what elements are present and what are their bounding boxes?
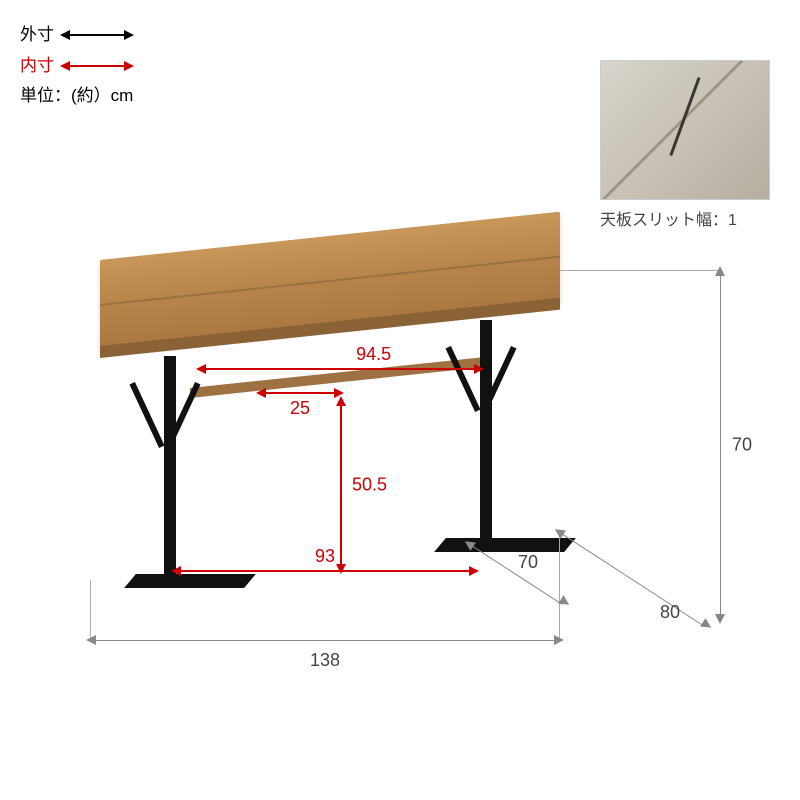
dim-value: 25 [290, 398, 310, 419]
dim-value: 70 [518, 552, 538, 573]
dim-outer-height: 70 [720, 270, 760, 620]
diagram: 138 80 70 70 94.5 25 [0, 0, 800, 800]
dim-inner-clear-height: 50.5 [340, 400, 390, 570]
dim-outer-width: 138 [90, 640, 560, 680]
dim-outer-depth: 80 [560, 532, 730, 652]
dim-value: 70 [732, 435, 752, 456]
dim-value: 50.5 [352, 475, 387, 496]
brace-icon [129, 382, 164, 448]
dim-value: 93 [315, 546, 335, 567]
leg-right [480, 320, 492, 542]
leg-left [164, 356, 176, 576]
dim-value: 94.5 [356, 344, 391, 365]
dim-outer-foot-depth: 70 [470, 544, 580, 614]
dim-inner-shelf-depth: 25 [260, 392, 340, 422]
dim-inner-leg-span: 93 [175, 570, 475, 600]
dim-value: 138 [310, 650, 340, 671]
dim-value: 80 [660, 602, 680, 623]
